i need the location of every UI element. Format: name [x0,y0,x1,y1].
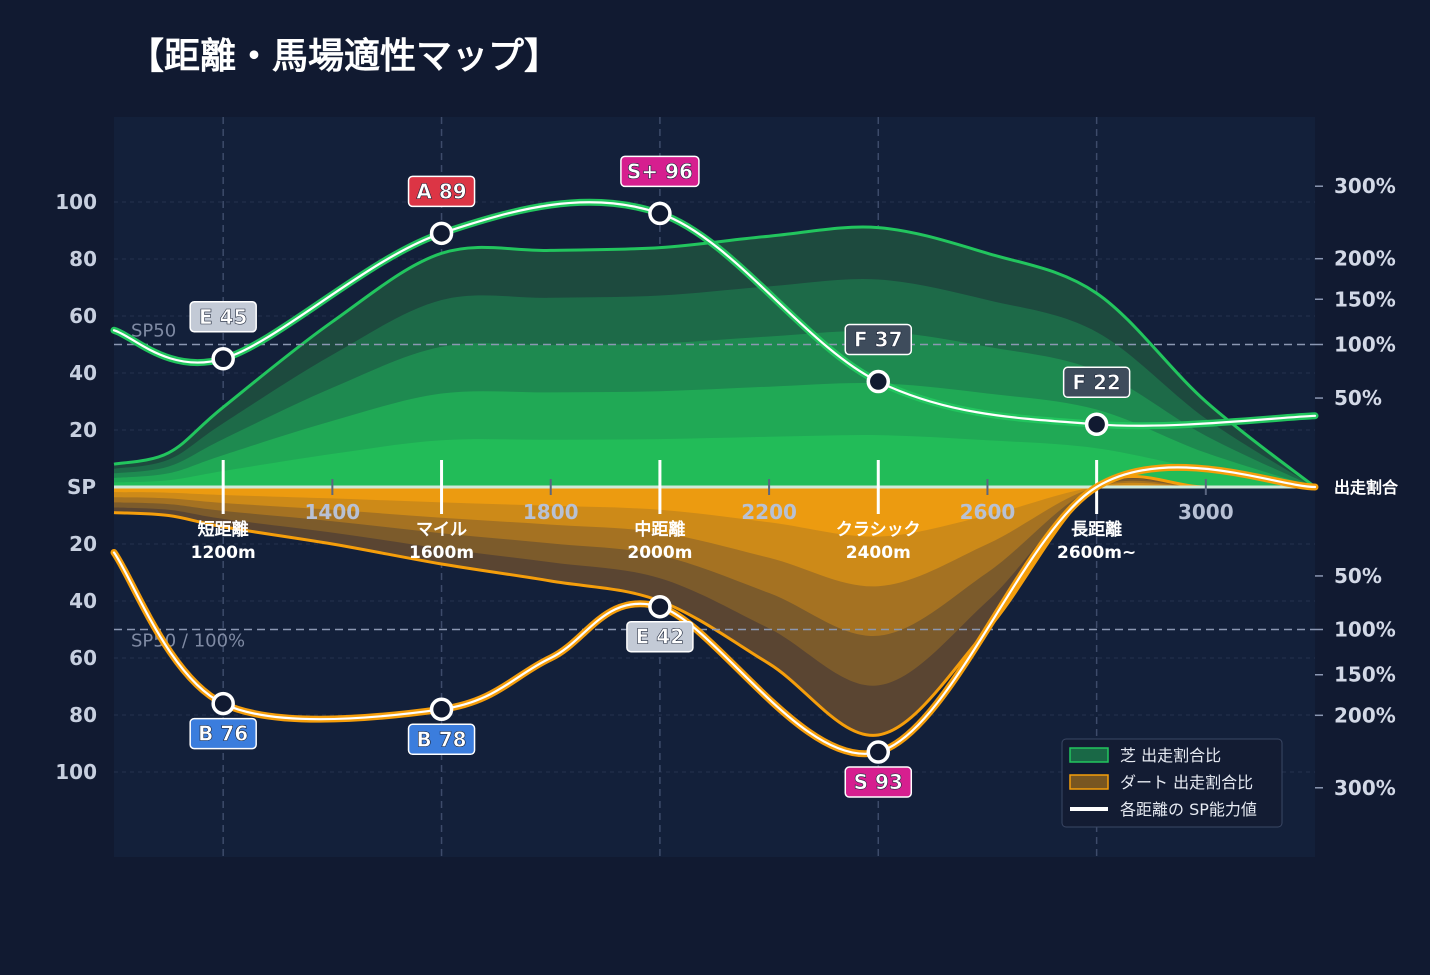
right-axis-upper-tick-0: 50% [1334,386,1382,410]
legend-swatch-1 [1069,774,1109,790]
turf-area-outline [113,225,1316,489]
category-distance-2: 2000m [627,543,692,563]
grade-badge-label-0: E 45 [199,305,247,329]
category-distance-1: 1600m [409,543,474,563]
sp-point-6 [429,697,454,722]
left-axis-center-label: SP [67,475,96,499]
category-name-0: 短距離 [198,519,249,540]
left-axis-lower-tick-20: 20 [69,532,97,556]
grade-badge-4 [1062,366,1131,399]
reference-lines: SP50 SP50 / 100% [114,321,1315,652]
category-distance-0: 1200m [191,543,256,563]
grade-badge-5 [189,717,257,750]
left-axis-upper-tick-100: 100 [55,190,97,214]
x-tick-label-1800: 1800 [523,500,579,524]
turf-area-band-4 [114,435,1315,487]
grade-badge-7 [626,620,694,653]
right-axis-lower-tick-4: 300% [1334,776,1396,800]
right-axis-lower-tick-2: 150% [1334,663,1396,687]
grade-badge-label-3: F 37 [854,328,902,352]
grade-badge-label-5: B 76 [198,722,248,746]
grade-badge-label-1: A 89 [416,179,466,203]
sp-point-8 [866,740,891,764]
legend-label-2: 各距離の SP能力値 [1120,800,1257,819]
sp-point-5 [211,691,235,716]
left-axis-upper-tick-80: 80 [69,247,97,271]
grade-badge-label-7: E 42 [636,625,684,649]
left-axis-lower-tick-40: 40 [69,589,97,613]
category-name-4: 長距離 [1071,519,1122,540]
category-name-1: マイル [416,520,467,540]
dirt-area-band-3 [114,482,1315,587]
legend-label-1: ダート 出走割合比 [1120,773,1253,792]
sp-point-2 [648,201,672,226]
legend-swatch-0 [1069,747,1109,763]
reference-label-0: SP50 [131,321,176,342]
right-axis-upper-tick-1: 100% [1334,333,1396,357]
axes: 1400 1800 2200 2600 3000 短距離 1200m マイル 1600m 中距離 2… [55,174,1399,800]
legend-label-0: 芝 出走割合比 [1120,746,1221,765]
left-axis-upper-tick-60: 60 [69,304,97,328]
left-axis-lower-tick-100: 100 [55,760,97,784]
grade-badge-1 [407,175,476,208]
right-axis-center-label: 出走割合 [1334,478,1399,497]
left-axis-upper-tick-40: 40 [69,361,97,385]
grade-badge-label-2: S+ 96 [627,159,693,183]
category-distance-4: 2600m~ [1057,543,1136,563]
grade-badge-2 [620,155,700,188]
right-axis-upper-tick-2: 150% [1334,287,1396,311]
grade-badge-label-8: S 93 [854,770,903,794]
right-axis-upper-tick-4: 300% [1334,174,1396,198]
sp-point-4 [1084,412,1109,437]
x-tick-label-2200: 2200 [741,500,797,524]
sp-line-1-inner [112,466,1317,755]
grade-badge-0 [189,301,257,333]
area-layer [113,225,1316,737]
right-axis-lower-tick-3: 200% [1334,703,1396,727]
legend-box [1061,738,1283,828]
grade-badge-label-4: F 22 [1072,370,1120,394]
right-axis-lower-tick-1: 100% [1334,618,1396,642]
x-tick-label-3000: 3000 [1178,500,1234,524]
grade-badge-8 [844,766,913,798]
left-axis-upper-tick-20: 20 [69,418,97,442]
right-axis-upper-tick-3: 200% [1334,247,1396,271]
category-name-3: クラシック [836,520,921,540]
sp-point-3 [866,369,891,394]
grade-badge-3 [844,323,913,356]
chart-title: 【距離・馬場適性マップ】 [128,36,560,77]
left-axis-lower-tick-60: 60 [69,646,97,670]
reference-label-1: SP50 / 100% [131,631,245,652]
sp-point-0 [211,347,235,371]
markers: E 45 A 89 S+ 96 F 37 F 22 B 76 B 78 E 42 S 93 [189,155,1131,798]
sp-point-7 [648,594,672,619]
left-axis-lower-tick-80: 80 [69,703,97,727]
dirt-area-band-4 [114,484,1315,537]
grade-badge-6 [407,723,476,756]
right-axis-lower-tick-0: 50% [1334,564,1382,588]
category-distance-3: 2400m [846,543,911,563]
sp-point-1 [429,221,454,246]
grade-badge-label-6: B 78 [417,727,467,751]
category-name-2: 中距離 [634,519,685,540]
x-tick-label-1400: 1400 [305,500,361,524]
x-tick-label-2600: 2600 [960,500,1016,524]
